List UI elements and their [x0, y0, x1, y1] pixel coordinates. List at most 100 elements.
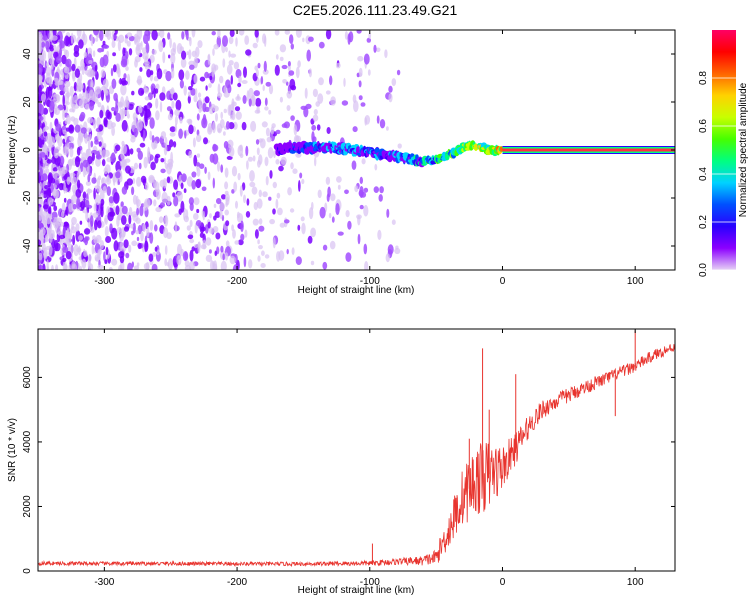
- spectrogram-noise-speckle: [209, 106, 214, 115]
- spectrogram-noise-speckle: [163, 157, 167, 165]
- spectrogram-noise-speckle: [258, 154, 263, 165]
- spectrogram-noise-speckle: [197, 92, 202, 98]
- spectrogram-y-tick-label: 20: [22, 96, 33, 108]
- spectrogram-noise-speckle: [166, 90, 172, 101]
- spectrogram-noise-speckle: [49, 47, 54, 52]
- spectrogram-noise-speckle: [336, 176, 342, 183]
- spectrogram-noise-speckle: [64, 35, 70, 47]
- spectrogram-noise-speckle: [337, 231, 344, 236]
- spectrogram-noise-speckle: [132, 213, 139, 222]
- spectrogram-noise-speckle: [260, 263, 266, 268]
- spectrogram-noise-speckle: [215, 232, 221, 240]
- spectrogram-noise-speckle: [246, 160, 249, 170]
- snr-plot-frame: [37, 328, 676, 572]
- spectrogram-noise-speckle: [62, 246, 69, 253]
- spectrogram-noise-speckle: [143, 201, 149, 211]
- spectrogram-noise-speckle: [180, 182, 184, 190]
- spectrogram-noise-speckle: [142, 47, 147, 54]
- spectrogram-noise-speckle: [225, 240, 230, 247]
- spectrogram-noise-speckle: [70, 226, 77, 234]
- spectrogram-noise-speckle: [265, 175, 269, 186]
- spectrogram-noise-speckle: [202, 114, 207, 125]
- spectrogram-noise-speckle: [272, 181, 277, 189]
- spectrogram-noise-speckle: [188, 124, 194, 135]
- spectrogram-noise-speckle: [279, 56, 284, 62]
- spectrogram-noise-speckle: [70, 116, 76, 122]
- spectrogram-noise-speckle: [264, 106, 269, 111]
- spectrogram-noise-speckle: [121, 205, 128, 215]
- spectrogram-noise-speckle: [187, 95, 191, 104]
- spectrogram-noise-speckle: [275, 54, 279, 60]
- spectrogram-noise-speckle: [38, 264, 44, 270]
- spectrogram-noise-speckle: [327, 186, 331, 198]
- spectrogram-noise-speckle: [375, 47, 381, 53]
- spectrogram-noise-speckle: [64, 133, 68, 141]
- spectrogram-noise-speckle: [101, 46, 105, 53]
- spectrogram-noise-speckle: [183, 188, 187, 194]
- snr-x-tick-label: -200: [227, 577, 247, 588]
- spectrogram-noise-speckle: [103, 167, 109, 175]
- spectrogram-noise-speckle: [246, 90, 250, 102]
- spectrogram-noise-speckle: [279, 44, 287, 53]
- spectrogram-noise-speckle: [51, 264, 54, 270]
- spectrogram-noise-speckle: [106, 186, 112, 197]
- spectrogram-noise-speckle: [292, 168, 298, 174]
- spectrogram-noise-speckle: [121, 77, 127, 86]
- spectrogram-noise-speckle: [187, 91, 191, 97]
- spectrogram-noise-speckle: [173, 141, 177, 148]
- spectrogram-noise-speckle: [166, 106, 172, 112]
- spectrogram-noise-speckle: [202, 239, 207, 250]
- spectrogram-noise-speckle: [227, 84, 232, 94]
- spectrogram-noise-speckle: [188, 60, 195, 66]
- spectrogram-noise-speckle: [117, 39, 121, 52]
- spectrogram-noise-speckle: [220, 260, 227, 270]
- spectrogram-noise-speckle: [139, 142, 146, 148]
- spectrogram-noise-speckle: [357, 215, 361, 226]
- spectrogram-noise-speckle: [241, 80, 248, 84]
- spectrogram-noise-speckle: [131, 240, 138, 247]
- spectrogram-noise-speckle: [95, 154, 102, 160]
- spectrogram-noise-speckle: [98, 124, 104, 132]
- spectrogram-noise-speckle: [41, 173, 48, 182]
- spectrogram-noise-speckle: [97, 264, 104, 270]
- spectrogram-noise-speckle: [260, 76, 264, 85]
- spectrogram-noise-speckle: [367, 69, 371, 76]
- spectrogram-noise-speckle: [252, 155, 256, 162]
- spectrogram-noise-speckle: [105, 30, 109, 38]
- spectrogram-noise-speckle: [254, 30, 259, 38]
- spectrogram-noise-speckle: [264, 156, 269, 167]
- snr-line-group: [38, 330, 675, 568]
- spectrogram-noise-speckle: [182, 251, 189, 262]
- spectrogram-noise-speckle: [64, 65, 68, 71]
- spectrogram-noise-speckle: [275, 198, 279, 209]
- spectrogram-noise-speckle: [94, 219, 98, 231]
- spectrogram-noise-speckle: [224, 167, 229, 178]
- spectrogram-noise-speckle: [53, 205, 58, 212]
- spectrogram-noise-speckle: [189, 238, 195, 244]
- spectrogram-noise-speckle: [228, 146, 235, 158]
- spectrogram-noise-speckle: [232, 229, 236, 239]
- spectrogram-noise-speckle: [225, 220, 230, 227]
- spectrogram-noise-speckle: [87, 174, 91, 183]
- spectrogram-noise-speckle: [136, 119, 143, 132]
- snr-x-tick-label: 100: [627, 577, 644, 588]
- spectrogram-noise-speckle: [135, 230, 140, 235]
- spectrogram-noise-speckle: [119, 241, 124, 251]
- spectrogram-noise-speckle: [329, 75, 333, 86]
- spectrogram-noise-speckle: [74, 155, 81, 168]
- spectrogram-noise-speckle: [39, 167, 43, 177]
- spectrogram-noise-speckle: [187, 234, 194, 240]
- spectrogram-noise-speckle: [69, 85, 74, 97]
- spectrogram-noise-speckle: [188, 49, 192, 60]
- spectrogram-noise-speckle: [191, 246, 196, 252]
- spectrogram-noise-speckle: [49, 136, 56, 148]
- spectrogram-noise-speckle: [208, 83, 212, 88]
- spectrogram-noise-speckle: [159, 92, 166, 101]
- spectrogram-noise-speckle: [186, 51, 189, 56]
- spectrogram-noise-speckle: [74, 124, 81, 133]
- spectrogram-noise-speckle: [224, 252, 229, 261]
- spectrogram-noise-speckle: [130, 136, 136, 143]
- spectrogram-noise-speckle: [65, 49, 70, 58]
- spectrogram-noise-speckle: [255, 139, 260, 145]
